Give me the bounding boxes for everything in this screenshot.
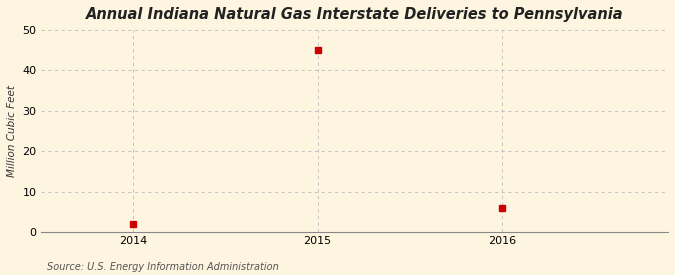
- Title: Annual Indiana Natural Gas Interstate Deliveries to Pennsylvania: Annual Indiana Natural Gas Interstate De…: [86, 7, 623, 22]
- Text: Source: U.S. Energy Information Administration: Source: U.S. Energy Information Administ…: [47, 262, 279, 272]
- Y-axis label: Million Cubic Feet: Million Cubic Feet: [7, 85, 17, 177]
